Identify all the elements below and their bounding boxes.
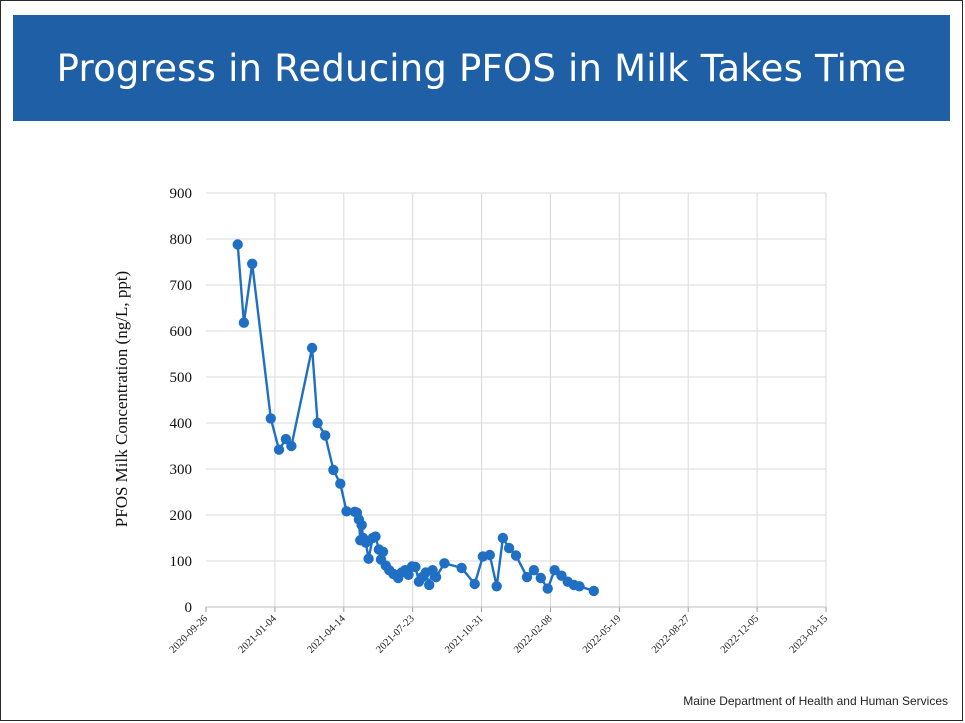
data-point <box>335 478 346 489</box>
data-point <box>528 565 540 576</box>
y-tick-label: 900 <box>170 186 193 202</box>
x-tick-label: 2021-10-31 <box>443 613 485 655</box>
data-point <box>328 464 339 476</box>
data-point <box>312 417 323 429</box>
x-tick-label: 2022-08-27 <box>650 613 692 655</box>
y-tick-label: 300 <box>170 462 193 478</box>
data-point <box>286 440 297 452</box>
data-point <box>232 239 243 250</box>
data-point <box>320 430 331 441</box>
y-tick-label: 0 <box>185 600 193 616</box>
data-point <box>588 585 599 597</box>
x-tick-label: 2021-07-23 <box>374 613 416 655</box>
y-axis-label: PFOS Milk Concentration (ng/L, ppt) <box>112 271 131 527</box>
data-point <box>574 581 585 592</box>
data-point <box>503 542 515 554</box>
data-point <box>377 546 389 557</box>
data-point <box>510 550 522 561</box>
data-point <box>491 581 502 592</box>
y-tick-label: 800 <box>170 232 193 248</box>
data-point <box>542 583 553 594</box>
slide-title: Progress in Reducing PFOS in Milk Takes … <box>56 46 907 90</box>
data-point <box>456 562 467 574</box>
chart-series <box>232 239 599 597</box>
data-point <box>410 561 421 573</box>
data-point <box>424 579 435 591</box>
data-point <box>484 549 495 561</box>
data-point <box>306 342 318 354</box>
data-point <box>341 506 352 517</box>
y-tick-label: 200 <box>170 508 193 524</box>
y-tick-label: 700 <box>170 278 193 294</box>
data-point <box>363 553 374 564</box>
data-point <box>356 519 367 531</box>
data-point <box>265 413 276 424</box>
data-point <box>497 532 509 544</box>
data-point <box>403 569 414 580</box>
x-tick-label: 2022-05-19 <box>581 613 623 655</box>
series-line <box>236 244 595 593</box>
data-point <box>247 258 258 269</box>
data-point <box>430 571 442 583</box>
x-tick-label: 2021-04-14 <box>305 613 348 656</box>
y-tick-label: 100 <box>170 554 193 570</box>
data-point <box>469 578 480 590</box>
data-point <box>439 558 450 569</box>
y-tick-label: 600 <box>170 324 193 340</box>
data-point <box>535 572 546 584</box>
x-tick-label: 2022-12-05 <box>719 613 761 655</box>
data-point <box>521 571 533 583</box>
footer-credit: Maine Department of Health and Human Ser… <box>683 694 948 708</box>
x-tick-label: 2021-01-04 <box>237 613 280 656</box>
data-point <box>238 317 250 328</box>
x-tick-label: 2022-02-08 <box>512 613 554 655</box>
x-tick-label: 2023-03-15 <box>788 613 830 655</box>
x-tick-label: 2020-09-26 <box>168 613 210 655</box>
chart-grid <box>206 192 827 607</box>
title-bar: Progress in Reducing PFOS in Milk Takes … <box>13 15 950 121</box>
y-tick-label: 500 <box>170 370 193 386</box>
data-point <box>370 531 381 542</box>
data-point <box>273 444 285 455</box>
y-tick-label: 400 <box>170 416 193 432</box>
